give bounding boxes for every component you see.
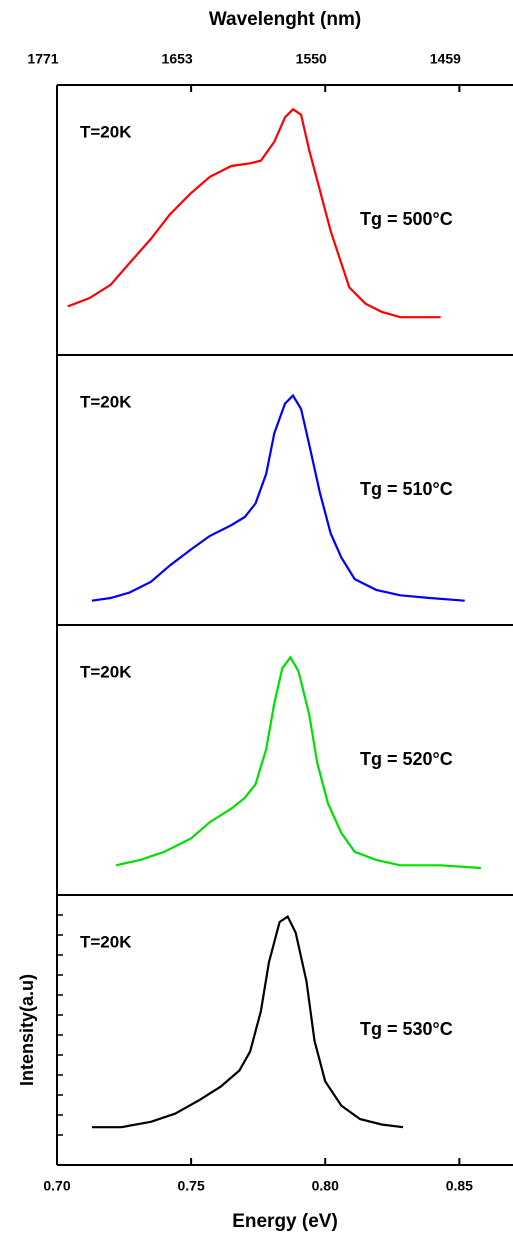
x2-tick-label: 1653 xyxy=(162,51,193,67)
x-tick-label: 0.70 xyxy=(43,1178,70,1194)
growth-temperature-label: Tg = 500°C xyxy=(360,209,453,229)
growth-temperature-label: Tg = 520°C xyxy=(360,749,453,769)
x2-tick-label: 1771 xyxy=(27,51,58,67)
x2-tick-label: 1459 xyxy=(430,51,461,67)
spectrum-line xyxy=(115,655,481,870)
temperature-label: T=20K xyxy=(80,932,132,951)
x-tick-label: 0.75 xyxy=(177,1178,204,1194)
growth-temperature-label: Tg = 530°C xyxy=(360,1019,453,1039)
temperature-label: T=20K xyxy=(80,662,132,681)
spectrum-line xyxy=(67,107,441,319)
spectrum-line xyxy=(91,393,465,602)
x2-axis-title: Wavelenght (nm) xyxy=(209,9,361,30)
spectrum-line xyxy=(91,914,404,1129)
temperature-label: T=20K xyxy=(80,392,132,411)
growth-temperature-label: Tg = 510°C xyxy=(360,479,453,499)
x2-tick-label: 1550 xyxy=(296,51,327,67)
temperature-label: T=20K xyxy=(80,122,132,141)
x-axis-title: Energy (eV) xyxy=(232,1211,338,1232)
y-axis-title: Intensity(a.u) xyxy=(17,974,37,1086)
x-tick-label: 0.85 xyxy=(446,1178,473,1194)
x-tick-label: 0.80 xyxy=(312,1178,339,1194)
